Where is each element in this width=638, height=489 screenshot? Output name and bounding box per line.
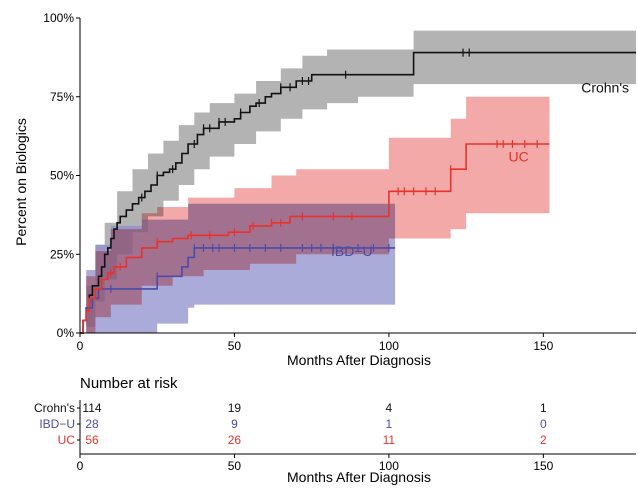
main-axes: 0% 25% 50% 75% 100% 0 50 100 150 bbox=[43, 11, 636, 353]
risk-table-title: Number at risk bbox=[80, 375, 178, 392]
risk-value-0-2: 4 bbox=[386, 401, 393, 415]
risk-value-1-3: 0 bbox=[540, 417, 547, 431]
risk-value-0-1: 19 bbox=[228, 401, 242, 415]
series-labels: Crohn's IBD−U UC bbox=[331, 79, 629, 259]
risk-value-2-2: 11 bbox=[383, 433, 396, 447]
y-tick-label-1: 25% bbox=[50, 247, 74, 261]
risk-x-tick-label-1: 50 bbox=[228, 459, 242, 473]
risk-value-1-0: 28 bbox=[85, 417, 99, 431]
series-label-2: UC bbox=[509, 149, 529, 165]
x-tick-label-2: 100 bbox=[379, 339, 399, 353]
y-tick-label-4: 100% bbox=[43, 11, 74, 25]
x-tick-label-1: 50 bbox=[228, 339, 242, 353]
censor-marks bbox=[110, 48, 538, 293]
confidence-bands bbox=[80, 30, 636, 333]
y-tick-label-3: 75% bbox=[50, 90, 74, 104]
km-curve-0 bbox=[80, 51, 636, 334]
risk-x-tick-label-2: 100 bbox=[379, 459, 399, 473]
risk-row-label-1: IBD−U bbox=[39, 417, 75, 431]
risk-x-axis-label: Months After Diagnosis bbox=[287, 469, 431, 485]
y-axis-label: Percent on Biologics bbox=[13, 118, 29, 246]
x-axis-label: Months After Diagnosis bbox=[287, 352, 431, 368]
km-curve-2 bbox=[80, 143, 550, 334]
y-tick-label-0: 0% bbox=[57, 326, 75, 340]
y-tick-label-2: 50% bbox=[50, 169, 74, 183]
ci-band-0 bbox=[80, 30, 636, 333]
x-tick-label-3: 150 bbox=[533, 339, 553, 353]
risk-x-tick-label-0: 0 bbox=[77, 459, 84, 473]
risk-value-0-3: 1 bbox=[540, 401, 547, 415]
risk-value-1-1: 9 bbox=[231, 417, 238, 431]
risk-value-2-1: 26 bbox=[228, 433, 242, 447]
risk-value-2-0: 56 bbox=[85, 433, 99, 447]
risk-value-1-2: 1 bbox=[386, 417, 393, 431]
ci-band-2 bbox=[80, 96, 550, 333]
x-tick-label-0: 0 bbox=[77, 339, 84, 353]
risk-x-tick-label-3: 150 bbox=[533, 459, 553, 473]
series-label-0: Crohn's bbox=[581, 79, 629, 95]
risk-value-0-0: 114 bbox=[82, 401, 101, 415]
risk-row-label-2: UC bbox=[58, 433, 76, 447]
risk-value-2-3: 2 bbox=[540, 433, 547, 447]
step-curves bbox=[80, 51, 636, 334]
series-label-1: IBD−U bbox=[331, 243, 373, 259]
risk-row-label-0: Crohn's bbox=[34, 401, 75, 415]
